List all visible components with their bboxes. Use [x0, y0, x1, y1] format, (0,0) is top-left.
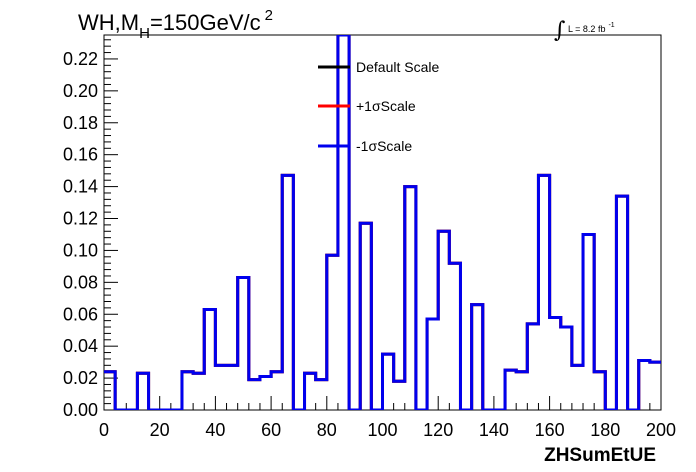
- x-tick-label: 100: [367, 420, 397, 440]
- y-tick-label: 0.08: [63, 272, 98, 292]
- lumi-integral: ∫: [554, 18, 566, 43]
- title-prefix: WH,M: [78, 10, 139, 35]
- lumi-label: L = 8.2 fb -1: [568, 22, 615, 34]
- x-tick-label: 120: [423, 420, 453, 440]
- title-superscript: 2: [265, 7, 273, 24]
- legend-entry: -1σScale: [356, 138, 412, 154]
- legend-entry: Default Scale: [356, 59, 439, 75]
- x-axis-label: ZHSumEtUE: [544, 445, 656, 466]
- y-tick-label: 0.18: [63, 113, 98, 133]
- x-axis: 0 20 40 60 80 100 120 140 160 180 200: [99, 396, 676, 440]
- y-tick-label: 0.20: [63, 81, 98, 101]
- y-tick-label: 0.12: [63, 209, 98, 229]
- x-tick-label: 160: [535, 420, 565, 440]
- y-tick-label: 0.14: [63, 177, 98, 197]
- y-tick-label: 0.16: [63, 145, 98, 165]
- chart-title: WH,MH=150GeV/c 2: [78, 7, 273, 42]
- x-tick-label: 200: [646, 420, 676, 440]
- legend: Default Scale +1σScale -1σScale: [318, 59, 439, 154]
- x-tick-label: 80: [317, 420, 337, 440]
- legend-entry: +1σScale: [356, 98, 416, 114]
- series-line-2: [104, 35, 661, 410]
- x-tick-label: 140: [479, 420, 509, 440]
- x-tick-label: 40: [205, 420, 225, 440]
- y-tick-label: 0.06: [63, 304, 98, 324]
- y-tick-label: 0.10: [63, 240, 98, 260]
- title-subscript: H: [139, 25, 150, 42]
- x-tick-label: 60: [261, 420, 281, 440]
- lumi-superscript: -1: [608, 22, 614, 29]
- y-axis: 0.00 0.02 0.04 0.06 0.08 0.10 0.12 0.14 0.16 0.18…: [63, 39, 118, 420]
- y-tick-label: 0.00: [63, 400, 98, 420]
- x-tick-label: 0: [99, 420, 109, 440]
- y-tick-label: 0.02: [63, 368, 98, 388]
- series-group: [104, 35, 661, 410]
- title-value: =150GeV/c: [150, 10, 261, 35]
- x-tick-label: 20: [150, 420, 170, 440]
- y-tick-label: 0.04: [63, 336, 98, 356]
- y-tick-label: 0.22: [63, 49, 98, 69]
- lumi-text: L = 8.2 fb: [568, 24, 605, 34]
- x-tick-label: 180: [590, 420, 620, 440]
